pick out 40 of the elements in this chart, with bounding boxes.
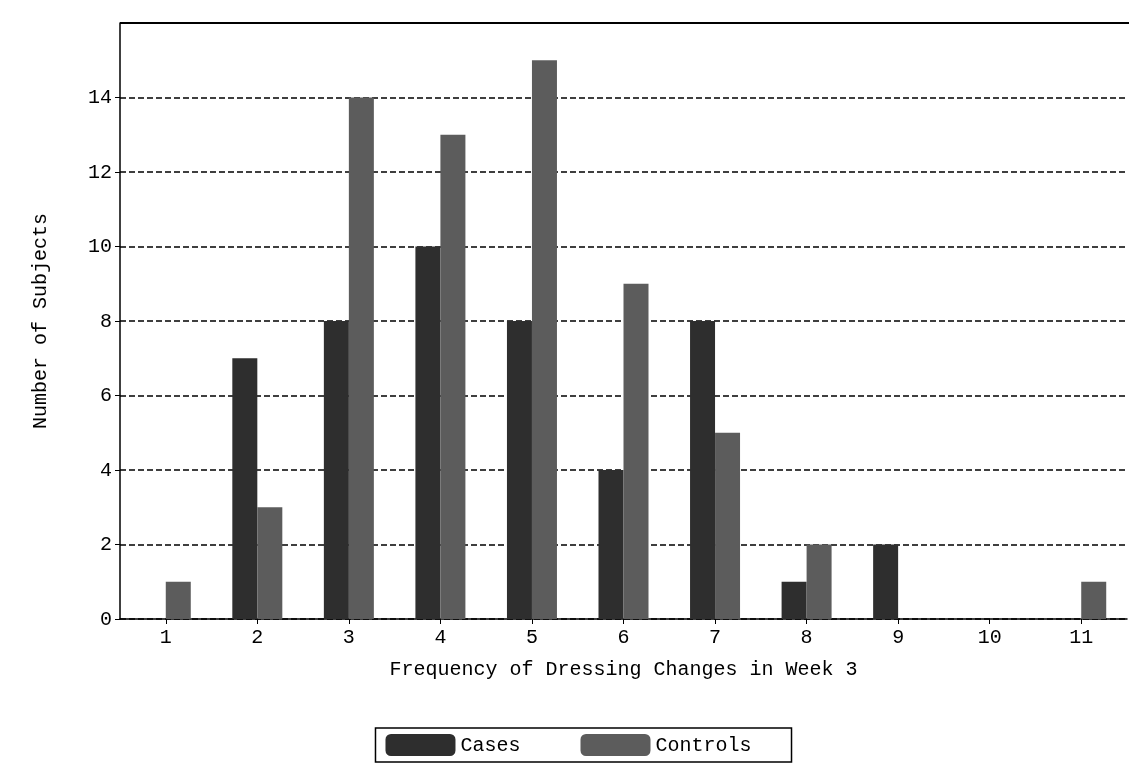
bar (1081, 581, 1107, 619)
x-tick-label: 1 (159, 625, 172, 649)
bar (806, 544, 832, 619)
bar (257, 507, 283, 619)
x-tick-label: 9 (892, 625, 905, 649)
y-tick-label: 6 (99, 384, 112, 407)
x-tick-label: 10 (977, 625, 1002, 649)
x-tick-label: 3 (342, 625, 355, 649)
y-tick-label: 4 (99, 458, 112, 482)
x-tick-label: 11 (1069, 625, 1094, 649)
y-tick-label: 0 (99, 607, 112, 631)
y-tick-label: 8 (99, 309, 112, 333)
bar (598, 470, 624, 619)
bar (623, 283, 649, 619)
y-axis-title: Number of Subjects (28, 212, 52, 430)
y-tick-label: 12 (87, 160, 112, 184)
x-tick-label: 2 (251, 625, 264, 649)
legend-label: Controls (655, 733, 752, 757)
x-tick-label: 8 (800, 625, 813, 649)
y-tick-label: 2 (99, 533, 112, 556)
x-axis-title: Frequency of Dressing Changes in Week 3 (389, 657, 858, 681)
x-tick-label: 7 (709, 625, 722, 649)
y-tick-label: 14 (87, 86, 112, 109)
bar (873, 544, 899, 619)
bar (348, 97, 374, 619)
bar (781, 581, 807, 619)
bar (323, 321, 349, 619)
bar (440, 134, 466, 619)
bar (531, 60, 557, 619)
x-tick-label: 6 (617, 625, 630, 649)
bar (232, 358, 258, 619)
bar (506, 321, 532, 619)
bar (690, 321, 716, 619)
x-tick-label: 4 (434, 625, 447, 649)
bar (715, 432, 741, 619)
bar (415, 246, 441, 619)
y-tick-label: 10 (87, 235, 112, 258)
bar (165, 581, 191, 619)
x-tick-label: 5 (525, 625, 538, 649)
legend-label: Cases (460, 733, 521, 757)
